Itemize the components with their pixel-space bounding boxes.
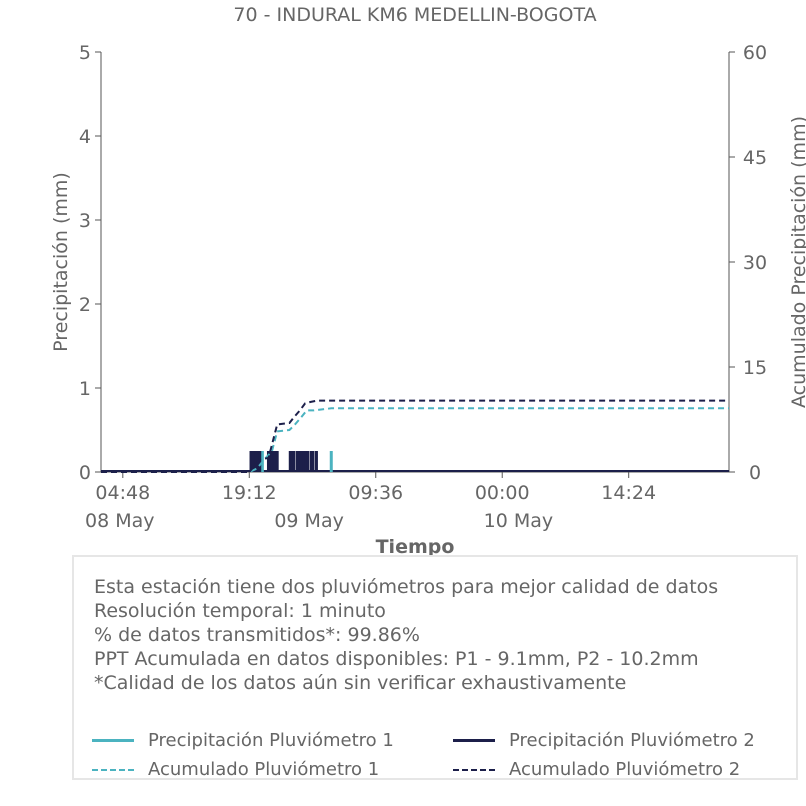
info-box: Esta estación tiene dos pluviómetros par… bbox=[72, 555, 798, 780]
legend-label-acum-p2: Acumulado Pluviómetro 2 bbox=[509, 759, 741, 780]
chart-title: 70 - INDURAL KM6 MEDELLIN-BOGOTA bbox=[233, 4, 596, 26]
legend-swatch-acum-p1 bbox=[92, 768, 134, 771]
y-tick-label: 3 bbox=[79, 210, 91, 232]
info-line-accumulated: PPT Acumulada en datos disponibles: P1 -… bbox=[94, 648, 699, 670]
x-date-label: 10 May bbox=[484, 510, 553, 532]
legend-label-acum-p1: Acumulado Pluviómetro 1 bbox=[148, 759, 380, 780]
legend-item-precip-p1: Precipitación Pluviómetro 1 bbox=[92, 730, 394, 751]
x-date-label: 08 May bbox=[85, 510, 155, 532]
x-tick-label: 19:12 bbox=[222, 482, 277, 504]
cumulative-line bbox=[101, 399, 729, 473]
y-tick-label: 1 bbox=[79, 378, 91, 400]
info-lines: Esta estación tiene dos pluviómetros par… bbox=[94, 575, 718, 695]
info-line-dual-gauges: Esta estación tiene dos pluviómetros par… bbox=[94, 576, 719, 598]
x-axis-label: Tiempo bbox=[376, 536, 455, 558]
y2-tick-label: 15 bbox=[743, 357, 767, 379]
legend-swatch-precip-p2 bbox=[453, 739, 495, 742]
legend-swatch-acum-p2 bbox=[453, 768, 495, 771]
legend-swatch-precip-p1 bbox=[92, 739, 134, 742]
legend-item-precip-p2: Precipitación Pluviómetro 2 bbox=[453, 730, 755, 751]
y2-tick-label: 30 bbox=[743, 252, 767, 274]
info-line-transmitted: % de datos transmitidos*: 99.86% bbox=[94, 624, 420, 646]
x-tick-label: 09:36 bbox=[348, 482, 403, 504]
y-tick-label: 5 bbox=[79, 42, 91, 64]
x-tick-label: 14:24 bbox=[601, 482, 656, 504]
y2-tick-label: 45 bbox=[743, 147, 767, 169]
legend-label-precip-p2: Precipitación Pluviómetro 2 bbox=[509, 730, 755, 751]
y-tick-label: 4 bbox=[79, 126, 91, 148]
legend-label-precip-p1: Precipitación Pluviómetro 1 bbox=[148, 730, 394, 751]
legend-item-acum-p2: Acumulado Pluviómetro 2 bbox=[453, 759, 740, 780]
y2-axis-label: Acumulado Precipitación (mm) bbox=[788, 116, 806, 408]
x-date-label: 09 May bbox=[274, 510, 344, 532]
y2-tick-label: 60 bbox=[743, 42, 767, 64]
cumulative-line bbox=[101, 407, 729, 473]
legend-item-acum-p1: Acumulado Pluviómetro 1 bbox=[92, 759, 379, 780]
y2-tick-label: 0 bbox=[749, 462, 761, 484]
y-axis-label: Precipitación (mm) bbox=[50, 172, 72, 352]
y-tick-label: 0 bbox=[79, 462, 91, 484]
x-tick-label: 04:48 bbox=[95, 482, 150, 504]
info-line-resolution: Resolución temporal: 1 minuto bbox=[94, 600, 386, 622]
y-tick-label: 2 bbox=[79, 294, 91, 316]
info-line-quality-note: *Calidad de los datos aún sin verificar … bbox=[94, 672, 627, 694]
x-tick-label: 00:00 bbox=[475, 482, 530, 504]
rainfall-chart: 70 - INDURAL KM6 MEDELLIN-BOGOTA 0123450… bbox=[50, 4, 806, 558]
